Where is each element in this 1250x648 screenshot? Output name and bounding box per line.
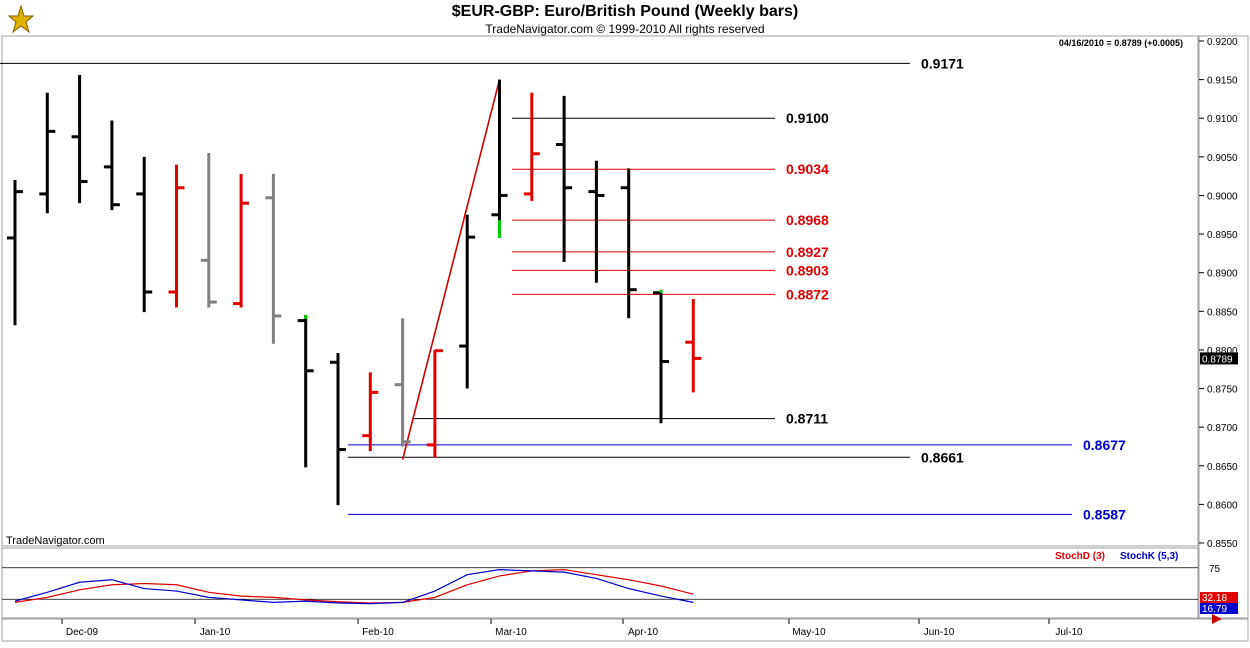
y-tick-label: 0.8550 [1207,539,1238,550]
watermark-text: TradeNavigator.com [6,535,105,547]
y-tick-label: 0.8850 [1207,307,1238,318]
x-tick-label: Jul-10 [1055,627,1083,638]
ohlc-bar [136,156,153,313]
ohlc-bar [459,214,476,389]
x-tick-label: Mar-10 [495,627,527,638]
ohlc-bar [265,173,282,344]
stoch-k-value: 16.79 [1202,604,1227,615]
level-label: 0.8927 [786,244,829,260]
level-label: 0.9100 [786,110,829,126]
ohlc-bar [168,164,185,308]
y-tick-label: 0.8750 [1207,385,1238,396]
ohlc-bar [491,79,508,238]
ohlc-bar [394,318,411,447]
x-tick-label: May-10 [792,627,826,638]
ohlc-bar [620,168,637,319]
x-tick-label: Apr-10 [628,627,658,638]
x-tick-label: Jun-10 [924,627,955,638]
x-tick-label: Jan-10 [200,627,231,638]
ohlc-bar [556,95,573,262]
level-label: 0.8903 [786,262,829,278]
y-tick-label: 0.8800 [1207,346,1238,357]
ohlc-bar [362,372,379,452]
price-axis-frame [1198,35,1249,619]
ohlc-bar [200,152,217,308]
y-tick-label: 0.9200 [1207,37,1238,48]
stoch-k-legend: StochK (5,3) [1120,551,1178,562]
ohlc-bar [330,353,346,506]
stoch-d-value: 32.18 [1202,593,1227,604]
level-label: 0.8968 [786,212,829,228]
level-label: 0.9034 [786,161,829,177]
ohlc-bar [103,120,120,211]
ohlc-bar [7,180,23,326]
stoch-d-legend: StochD (3) [1055,551,1105,562]
y-tick-label: 0.8700 [1207,423,1238,434]
price-panel-frame [1,35,1199,547]
level-label: 0.8872 [786,286,829,302]
current-price-label: 0.8789 [1202,354,1233,365]
x-tick-label: Feb-10 [362,627,394,638]
logo-icon[interactable] [6,4,36,34]
ohlc-bar [426,349,443,458]
current-price-badge [1200,352,1238,365]
ohlc-bar [588,160,605,283]
date-axis-frame [1,618,1249,642]
x-tick-label: Dec-09 [66,627,99,638]
level-label: 0.8677 [1083,437,1126,453]
ohlc-bar [685,298,702,393]
y-tick-label: 0.8600 [1207,500,1238,511]
y-tick-label: 0.9050 [1207,153,1238,164]
level-label: 0.8661 [921,449,964,465]
chart-title: $EUR-GBP: Euro/British Pound (Weekly bar… [451,3,799,20]
stoch-k-value-badge [1200,603,1238,614]
y-tick-label: 0.8950 [1207,230,1238,241]
trendline [401,79,501,460]
y-tick-label: 0.9100 [1207,114,1238,125]
stoch-d-value-badge [1200,592,1238,603]
last-quote-text: 04/16/2010 = 0.8789 (+0.0005) [1059,38,1183,48]
level-label: 0.8587 [1083,506,1126,522]
y-tick-label: 0.9000 [1207,191,1238,202]
ohlc-bar [71,74,88,204]
stoch-level-label: 75 [1209,564,1221,575]
ohlc-bar [523,92,540,201]
ohlc-bar [39,92,56,214]
chart-copyright: TradeNavigator.com © 1999-2010 All right… [485,22,765,36]
y-tick-label: 0.8650 [1207,462,1238,473]
y-tick-label: 0.8900 [1207,269,1238,280]
level-label: 0.8711 [786,411,828,427]
stoch-k-line [14,569,694,605]
scroll-right-arrow-icon[interactable] [1212,614,1222,624]
level-label: 0.9171 [921,55,964,71]
stoch-panel-frame [1,547,1199,619]
ohlc-bar [233,173,250,308]
ohlc-bar [297,315,314,468]
y-tick-label: 0.9150 [1207,76,1238,87]
